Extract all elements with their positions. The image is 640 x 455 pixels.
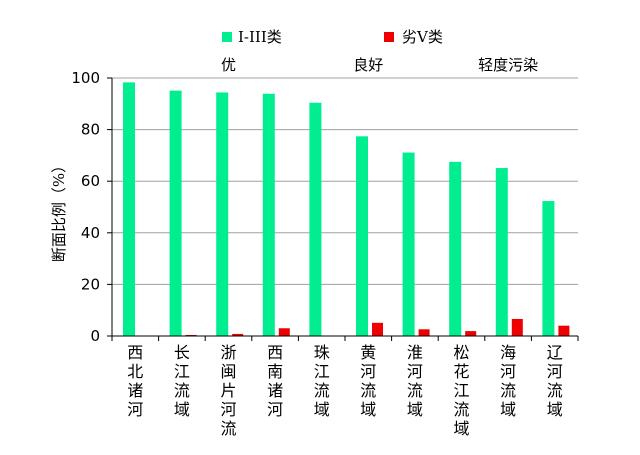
y-tick-label: 20 [81,275,100,293]
legend-label-i-iii: I-III类 [238,28,282,46]
y-tick-label: 0 [90,327,100,345]
y-tick-label: 100 [71,69,100,87]
legend-swatch-lie-v [384,32,394,42]
quality-bands: 优 良好 轻度污染 [221,56,538,74]
bar-i-iii [123,82,135,336]
bar-lie-v [185,334,197,336]
bar-i-iii [402,152,415,336]
bar-lie-v [372,322,383,336]
legend-label-lie-v: 劣V类 [402,28,443,46]
category-label: 浙闽片河流 [220,343,236,438]
bar-i-iii [262,93,275,336]
y-tick-labels: 0 20 40 60 80 100 [71,69,100,345]
y-tick-label: 60 [81,172,100,190]
y-tick-label: 80 [81,121,100,139]
bar-i-iii [169,90,182,336]
category-label: 海河流域 [500,343,516,419]
legend-swatch-i-iii [222,32,232,42]
bar-lie-v [278,328,290,336]
bars [123,82,570,336]
category-label: 松花江流域 [453,343,469,438]
bar-i-iii [542,201,555,336]
band-label: 良好 [353,56,383,74]
bar-lie-v [232,333,244,336]
bar-i-iii [356,136,368,336]
bar-lie-v [558,325,570,336]
y-tick-label: 40 [81,224,100,242]
bar-lie-v [418,329,430,336]
category-label: 西北诸河 [127,343,143,419]
category-label: 西南诸河 [267,343,283,419]
category-label: 珠江流域 [314,343,330,419]
category-label: 淮河流域 [407,343,423,419]
category-labels: 西北诸河 长江流域 浙闽片河流 西南诸河 珠江流域 黄河流域 淮河流域 松花江流域 海河流域 辽河… [127,343,562,438]
bar-lie-v [465,331,477,336]
band-label: 优 [221,56,236,74]
category-label: 辽河流域 [547,343,563,419]
bar-i-iii [495,168,508,336]
gridlines [112,77,578,285]
category-label: 黄河流域 [360,343,376,419]
band-label: 轻度污染 [478,56,538,74]
bar-i-iii [449,161,462,336]
bar-lie-v [511,318,523,336]
legend: I-III类 劣V类 [222,28,443,46]
axes [107,77,579,341]
y-axis-label: 断面比例（%） [50,158,68,262]
bar-i-iii [309,102,322,336]
category-label: 长江流域 [174,343,190,419]
bar-i-iii [216,92,229,336]
